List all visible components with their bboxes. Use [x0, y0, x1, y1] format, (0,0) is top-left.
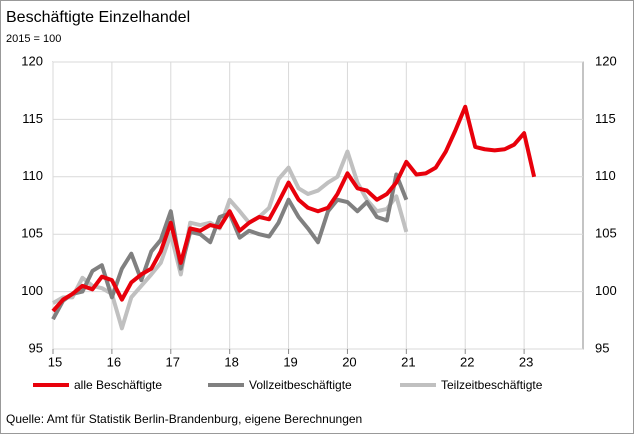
y-tick-label: 100 [21, 283, 43, 298]
y2-tick-label: 95 [595, 340, 609, 355]
x-tick-label: 15 [48, 354, 62, 369]
y2-tick-label: 110 [595, 168, 616, 183]
chart-title: Beschäftigte Einzelhandel [6, 9, 190, 26]
y-tick-label: 120 [21, 53, 43, 68]
y2-tick-label: 115 [595, 111, 616, 126]
x-tick-label: 20 [342, 354, 356, 369]
y-tick-label: 115 [22, 111, 43, 126]
y2-tick-label: 100 [595, 283, 617, 298]
source-note: Quelle: Amt für Statistik Berlin-Branden… [6, 412, 362, 426]
x-tick-label: 22 [460, 354, 474, 369]
y-tick-label: 95 [29, 340, 43, 355]
legend-label: alle Beschäftigte [74, 378, 162, 392]
y2-tick-label: 120 [595, 53, 617, 68]
y2-tick-label: 105 [595, 226, 617, 241]
legend-label: Vollzeitbeschäftigte [249, 378, 352, 392]
x-tick-label: 16 [107, 354, 121, 369]
chart-subtitle: 2015 = 100 [6, 33, 61, 45]
y-tick-label: 110 [22, 168, 43, 183]
x-tick-label: 23 [519, 354, 533, 369]
x-tick-label: 18 [224, 354, 238, 369]
x-tick-label: 17 [166, 354, 180, 369]
series-line [51, 104, 537, 313]
y-tick-label: 105 [21, 226, 43, 241]
x-tick-label: 19 [283, 354, 297, 369]
legend-label: Teilzeitbeschäftigte [441, 378, 543, 392]
x-tick-label: 21 [401, 354, 415, 369]
